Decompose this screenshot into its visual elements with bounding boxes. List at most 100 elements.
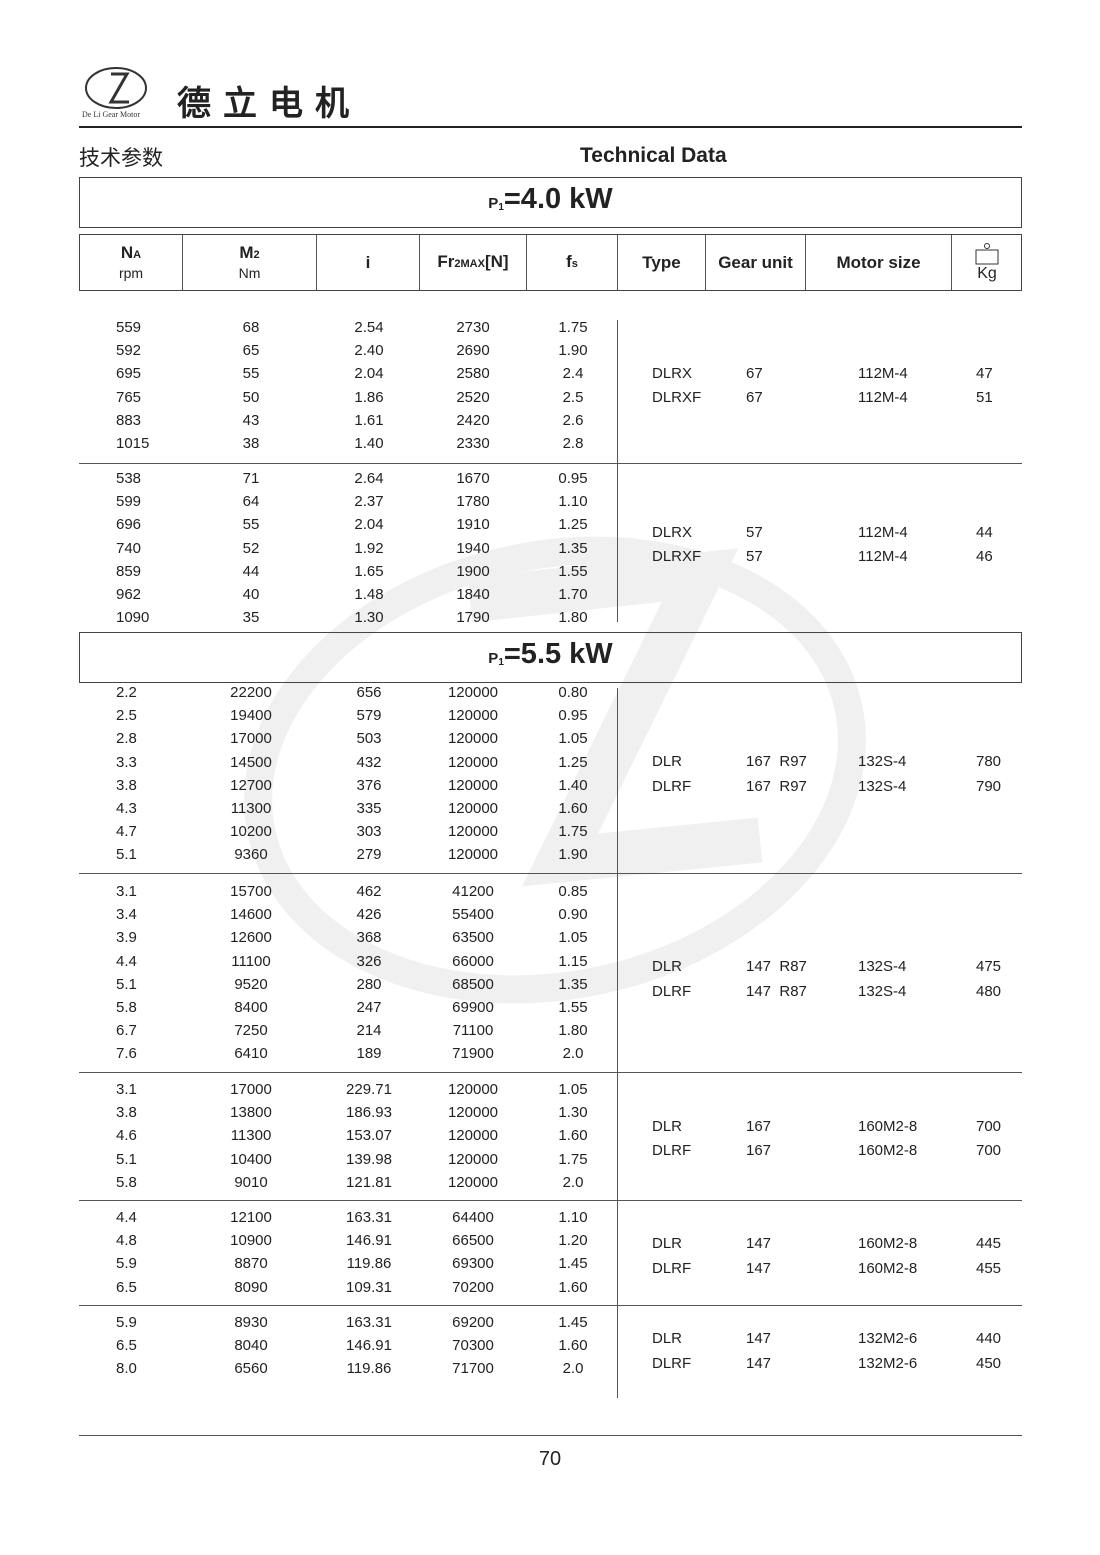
ratio-value: 432: [356, 753, 382, 771]
fr-value: 68500: [452, 975, 494, 993]
ratio-value: 153.07: [346, 1127, 392, 1145]
fr-value: 71900: [452, 1045, 494, 1063]
fs-value: 1.45: [558, 1255, 588, 1273]
m2-value: 7250: [234, 1022, 268, 1040]
column-divider: [617, 688, 618, 1398]
fr-value: 1790: [456, 609, 490, 627]
ratio-value: 229.71: [346, 1081, 392, 1098]
m2-value: 12100: [230, 1209, 272, 1226]
fr-value: 2520: [456, 388, 490, 406]
m2-value: 10200: [230, 823, 272, 841]
ratio-value: 335: [356, 800, 382, 817]
fr-value: 1900: [456, 562, 490, 580]
na-value: 538: [116, 470, 142, 487]
na-value: 3.4: [116, 906, 137, 924]
header-rule: [79, 126, 1022, 128]
fr-value: 120000: [447, 776, 499, 794]
weight-value: 790: [976, 778, 1002, 795]
fr-value: 71100: [452, 1022, 494, 1040]
weight-value: 700: [976, 1142, 1002, 1159]
gear-unit-value: 67: [746, 365, 763, 382]
m2-value: 11300: [230, 1127, 272, 1145]
type-value: DLRXF: [652, 389, 702, 406]
fs-value: 1.40: [558, 776, 588, 794]
column-header: NA rpm M2 Nm i Fr2MAX[N] fs Type Gear unit…: [79, 234, 1022, 291]
motor-size-value: 112M-4: [858, 548, 908, 565]
m2-value: 17000: [230, 1081, 272, 1098]
fr-value: 1940: [456, 539, 490, 557]
fr-value: 120000: [447, 1081, 499, 1098]
fr-value: 1840: [456, 586, 490, 603]
ratio-value: 462: [356, 883, 382, 900]
na-value: 8.0: [116, 1360, 137, 1378]
heading-en: Technical Data: [580, 144, 727, 167]
fs-value: 1.90: [558, 846, 588, 864]
ratio-value: 247: [356, 999, 382, 1016]
fr-value: 120000: [447, 684, 499, 701]
m2-value: 44: [242, 562, 260, 580]
ratio-value: 119.86: [346, 1255, 392, 1273]
ratio-value: 163.31: [346, 1314, 392, 1331]
m2-value: 14600: [230, 906, 272, 924]
weight-icon: [975, 242, 999, 264]
fr-value: 120000: [447, 753, 499, 771]
ratio-value: 2.37: [354, 493, 384, 511]
fr-value: 70200: [452, 1278, 494, 1296]
fs-value: 0.80: [558, 684, 588, 701]
na-value: 5.1: [116, 1150, 137, 1168]
fs-value: 1.35: [558, 539, 588, 557]
m2-value: 40: [242, 586, 260, 603]
m2-value: 11300: [230, 800, 272, 817]
fs-value: 1.60: [558, 1127, 588, 1145]
weight-value: 700: [976, 1118, 1002, 1135]
group-separator: [79, 1200, 1022, 1201]
na-value: 4.4: [116, 1209, 137, 1226]
na-value: 3.1: [116, 1081, 137, 1098]
fs-value: 1.80: [558, 609, 588, 627]
ratio-value: 579: [356, 707, 382, 725]
na-value: 1090: [116, 609, 150, 627]
na-value: 5.8: [116, 1173, 137, 1191]
fr-value: 120000: [447, 1150, 499, 1168]
na-value: 6.5: [116, 1337, 137, 1355]
fr-value: 70300: [452, 1337, 494, 1355]
m2-value: 8090: [234, 1278, 268, 1296]
fr-value: 120000: [447, 1173, 499, 1191]
m2-value: 9010: [234, 1173, 268, 1191]
ratio-value: 280: [356, 975, 382, 993]
m2-value: 38: [242, 435, 260, 452]
fs-value: 1.75: [558, 823, 588, 841]
na-value: 740: [116, 539, 142, 557]
fr-value: 69900: [452, 999, 494, 1016]
col-fs: fs: [566, 251, 578, 271]
type-value: DLRX: [652, 524, 693, 541]
gear-unit-value: 167: [746, 1118, 772, 1135]
na-value: 5.1: [116, 975, 137, 993]
fr-value: 2580: [456, 365, 490, 383]
motor-size-value: 132S-4: [858, 778, 907, 795]
fs-value: 1.70: [558, 586, 588, 603]
weight-value: 47: [976, 365, 993, 382]
na-value: 5.9: [116, 1314, 137, 1331]
type-value: DLR: [652, 1235, 683, 1252]
motor-size-value: 160M2-8: [858, 1118, 918, 1135]
fr-value: 2730: [456, 319, 490, 336]
fr-value: 120000: [447, 1127, 499, 1145]
na-value: 4.7: [116, 823, 137, 841]
col-i: i: [365, 252, 371, 272]
motor-size-value: 132M2-6: [858, 1330, 918, 1347]
m2-value: 13800: [230, 1104, 272, 1122]
motor-size-value: 160M2-8: [858, 1142, 918, 1159]
fr-value: 2690: [456, 342, 490, 360]
m2-value: 14500: [230, 753, 272, 771]
weight-value: 455: [976, 1260, 1002, 1277]
m2-value: 10400: [230, 1150, 272, 1168]
type-value: DLRF: [652, 983, 692, 1000]
weight-value: 450: [976, 1355, 1002, 1372]
fs-value: 1.25: [558, 516, 588, 534]
col-gear-unit: Gear unit: [718, 252, 793, 272]
ratio-value: 503: [356, 730, 382, 748]
page-number: 70: [538, 1448, 562, 1470]
ratio-value: 1.92: [354, 539, 384, 557]
col-fr: Fr2MAX[N]: [437, 251, 509, 271]
